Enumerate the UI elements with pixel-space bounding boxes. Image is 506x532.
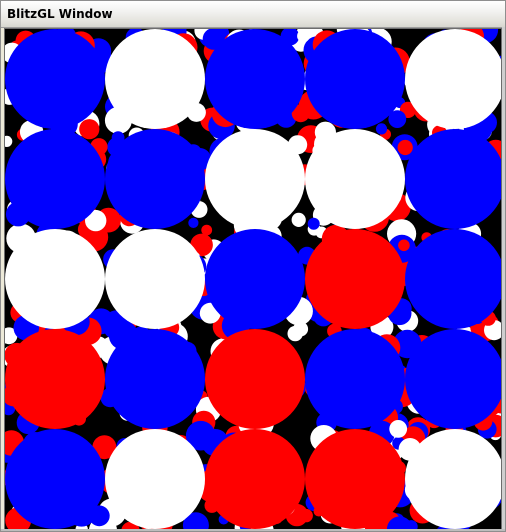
- grid-circle-white: [305, 129, 405, 229]
- filler-circle: [111, 131, 125, 145]
- grid-circle-blue: [405, 329, 501, 429]
- filler-circle: [291, 104, 310, 123]
- grid-circle-white: [205, 129, 305, 229]
- window-title: BlitzGL Window: [7, 7, 113, 21]
- grid-circle-red: [205, 429, 305, 529]
- filler-circle: [201, 224, 213, 236]
- grid-circle-blue: [205, 29, 305, 129]
- filler-circle: [388, 110, 407, 128]
- grid-circle-blue: [5, 429, 105, 529]
- grid-circle-blue: [5, 129, 105, 229]
- filler-circle: [5, 135, 13, 147]
- filler-circle: [375, 123, 388, 135]
- window-border-bottom: [1, 529, 505, 531]
- grid-circle-blue: [105, 329, 205, 429]
- filler-circle: [188, 217, 199, 228]
- render-viewport[interactable]: [4, 28, 502, 530]
- grid-circle-white: [105, 229, 205, 329]
- filler-circle: [182, 512, 209, 529]
- grid-circle-white: [405, 29, 501, 129]
- filler-circle: [386, 516, 413, 529]
- filler-circle: [79, 119, 100, 140]
- grid-circle-white: [105, 429, 205, 529]
- filler-circle: [85, 209, 107, 232]
- grid-circle-red: [305, 229, 405, 329]
- grid-circle-blue: [305, 29, 405, 129]
- grid-circle-blue: [205, 229, 305, 329]
- grid-circle-red: [305, 429, 405, 529]
- filler-circle: [398, 239, 410, 252]
- grid-circle-blue: [5, 29, 105, 129]
- grid-circle-white: [405, 429, 501, 529]
- grid-circle-blue: [405, 229, 501, 329]
- filler-circle: [389, 420, 408, 438]
- grid-circle-blue: [305, 329, 405, 429]
- circle-scene: [5, 29, 501, 529]
- filler-circle: [307, 217, 320, 230]
- title-bar[interactable]: BlitzGL Window: [1, 1, 505, 28]
- filler-circle: [299, 508, 313, 523]
- grid-circle-white: [5, 229, 105, 329]
- filler-circle: [92, 435, 117, 460]
- grid-circle-red: [5, 329, 105, 429]
- filler-circle: [397, 139, 413, 156]
- grid-circle-red: [205, 329, 305, 429]
- window-border-right: [502, 27, 505, 531]
- filler-circle: [291, 212, 306, 227]
- grid-circle-blue: [405, 129, 501, 229]
- filler-circle: [297, 29, 310, 43]
- grid-circle-blue: [105, 129, 205, 229]
- filler-circle: [185, 420, 216, 451]
- grid-circle-white: [105, 29, 205, 129]
